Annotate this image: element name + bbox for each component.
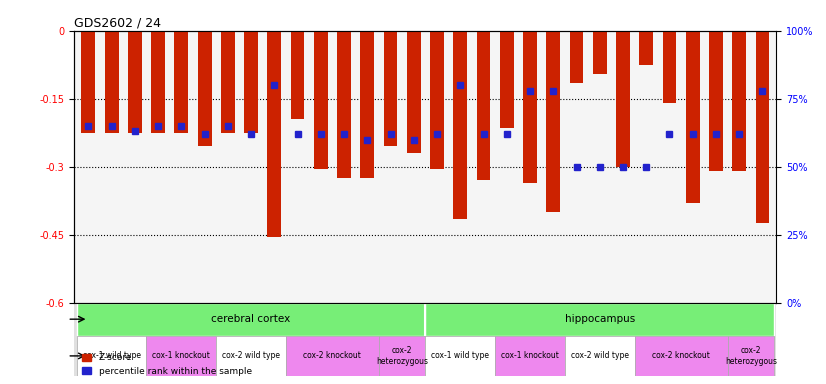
Bar [244,31,258,133]
Text: cox-2 wild type: cox-2 wild type [222,351,280,361]
Text: hippocampus: hippocampus [565,314,635,324]
Bar [81,31,95,133]
Bar [406,31,420,153]
Bar [709,31,723,171]
Bar [221,31,235,133]
Bar [686,31,700,203]
Bar [500,31,514,128]
Bar [197,31,211,146]
Bar [477,31,491,180]
Bar [77,303,425,336]
Bar [286,336,379,376]
Text: cox-1 knockout: cox-1 knockout [501,351,559,361]
Bar [453,31,468,219]
Bar [565,336,634,376]
Bar [523,31,537,183]
Text: GDS2602 / 24: GDS2602 / 24 [74,17,161,30]
Bar [291,31,305,119]
Bar [105,31,118,133]
Bar [314,31,328,169]
Bar [733,31,746,171]
Bar [756,31,770,223]
Bar [337,31,351,178]
Bar [425,336,495,376]
Bar [662,31,676,103]
Bar [268,31,281,237]
Bar [425,303,774,336]
Bar [570,31,583,83]
Text: cerebral cortex: cerebral cortex [211,314,291,324]
Legend: Z-score, percentile rank within the sample: Z-score, percentile rank within the samp… [78,350,255,379]
Text: cox-2
heterozygous: cox-2 heterozygous [376,346,428,366]
Text: cox-1 wild type: cox-1 wild type [83,351,140,361]
Text: cox-2 knockout: cox-2 knockout [653,351,710,361]
Bar [616,31,630,167]
Bar [128,31,142,133]
Bar [495,336,565,376]
Bar [151,31,165,133]
Bar [77,336,146,376]
Bar [634,336,728,376]
Bar [728,336,774,376]
Text: cox-1 knockout: cox-1 knockout [152,351,211,361]
Text: cox-1 wild type: cox-1 wild type [431,351,489,361]
Text: cox-2 wild type: cox-2 wild type [571,351,629,361]
Bar [546,31,560,212]
Bar [146,336,216,376]
Bar [593,31,607,74]
Bar [383,31,397,146]
Bar [216,336,286,376]
Text: cox-2
heterozygous: cox-2 heterozygous [725,346,777,366]
Bar [360,31,374,178]
Bar [379,336,425,376]
Bar [430,31,444,169]
Bar [639,31,653,65]
Text: cox-2 knockout: cox-2 knockout [303,351,361,361]
Bar [174,31,188,133]
